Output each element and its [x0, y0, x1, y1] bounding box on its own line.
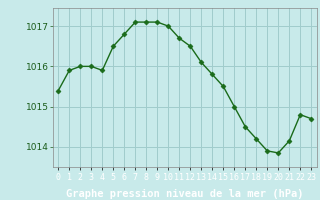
Text: 3: 3	[89, 173, 94, 182]
Text: 12: 12	[185, 173, 195, 182]
Text: 20: 20	[273, 173, 283, 182]
Text: 1: 1	[67, 173, 72, 182]
Text: 22: 22	[295, 173, 305, 182]
Text: 13: 13	[196, 173, 206, 182]
Text: 5: 5	[111, 173, 116, 182]
Text: 6: 6	[122, 173, 127, 182]
Text: 17: 17	[240, 173, 250, 182]
Text: 11: 11	[174, 173, 184, 182]
Text: 8: 8	[144, 173, 149, 182]
Text: 0: 0	[56, 173, 61, 182]
Text: 18: 18	[251, 173, 261, 182]
Text: 16: 16	[229, 173, 239, 182]
Text: 7: 7	[133, 173, 138, 182]
Text: 14: 14	[207, 173, 217, 182]
Text: Graphe pression niveau de la mer (hPa): Graphe pression niveau de la mer (hPa)	[66, 189, 304, 199]
Text: 9: 9	[155, 173, 160, 182]
Text: 15: 15	[218, 173, 228, 182]
Text: 10: 10	[163, 173, 173, 182]
Text: 21: 21	[284, 173, 294, 182]
Text: 19: 19	[262, 173, 272, 182]
Text: 23: 23	[306, 173, 316, 182]
Text: 4: 4	[100, 173, 105, 182]
Text: 2: 2	[78, 173, 83, 182]
